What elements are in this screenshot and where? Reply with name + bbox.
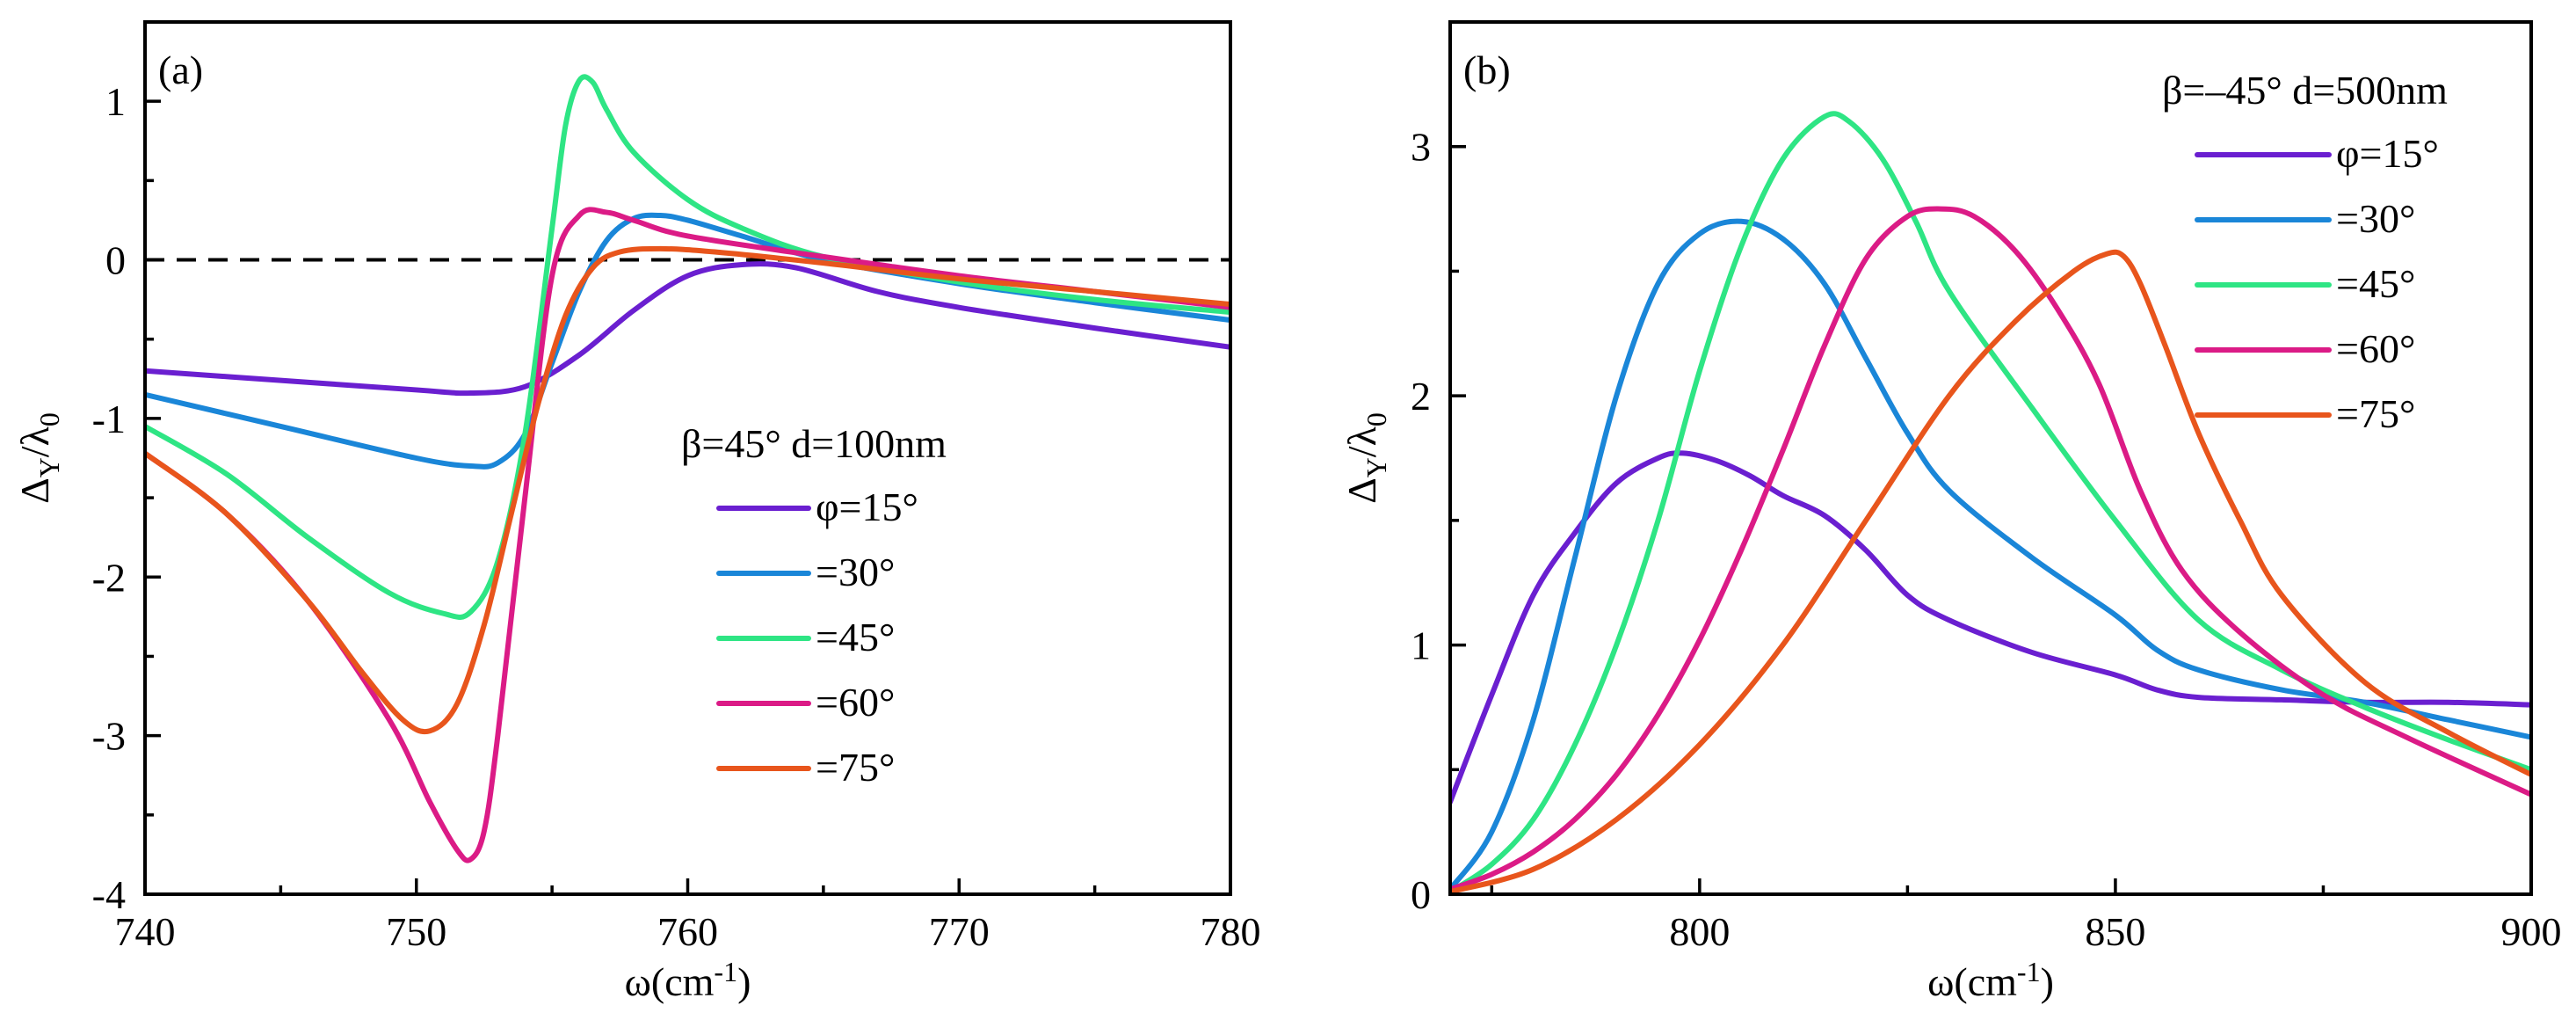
y-tick-label: -3 <box>92 714 126 759</box>
legend-title: β=–45° d=500nm <box>2162 68 2448 113</box>
y-axis-label-subscript-2: 0 <box>33 412 65 426</box>
panel-label: (a) <box>158 47 203 92</box>
y-axis-label-mid: /λ <box>1339 426 1384 457</box>
x-axis-label-superscript: -1 <box>714 956 737 987</box>
legend-entry: =30° <box>2336 196 2415 241</box>
panel-a: 740 750 760 770 780-4-3-2-101(a)ω(cm-1)ΔY/λ0… <box>12 20 1261 1004</box>
y-tick-label: 3 <box>1411 125 1431 170</box>
legend: β=–45° d=500nm φ=15° =30° =45° =60° =75° <box>2162 68 2448 436</box>
curves <box>145 74 1230 863</box>
y-tick-label: -4 <box>92 872 126 917</box>
y-tick-label: 1 <box>1411 623 1431 668</box>
x-tick-label: 750 <box>386 909 446 954</box>
series-line-1 <box>145 261 1230 397</box>
y-axis-label: ΔY/λ0 <box>1339 412 1392 504</box>
series-line-1 <box>1450 450 2531 805</box>
legend-entry: =60° <box>2336 326 2415 371</box>
x-axis-label-superscript: -1 <box>2017 956 2041 987</box>
legend-entry: =75° <box>2336 391 2415 436</box>
x-tick-label: 780 <box>1201 909 1261 954</box>
curves <box>1450 111 2531 894</box>
series-line-2 <box>1450 218 2531 892</box>
y-axis-label-base: Δ <box>12 477 57 504</box>
x-tick-label: 850 <box>2085 909 2145 954</box>
y-tick-label: 0 <box>105 238 126 283</box>
x-tick-label: 740 <box>115 909 176 954</box>
y-tick-label: -2 <box>92 555 126 600</box>
legend-entry: =60° <box>816 680 895 725</box>
series-line-5 <box>1450 249 2531 894</box>
legend: β=45° d=100nm φ=15° =30° =45° =60° =75° <box>681 421 947 790</box>
y-axis-label-subscript-2: 0 <box>1361 412 1392 426</box>
x-tick-label: 770 <box>929 909 990 954</box>
legend-entry: =75° <box>816 745 895 790</box>
x-axis-label: ω(cm-1) <box>1927 956 2054 1004</box>
legend-entry: =45° <box>2336 261 2415 306</box>
legend-entry: =45° <box>816 615 895 659</box>
panel-label: (b) <box>1463 47 1511 92</box>
series-line-3 <box>1450 111 2531 894</box>
x-axis-label-base: ω(cm <box>625 959 715 1004</box>
legend-title: β=45° d=100nm <box>681 421 947 466</box>
x-axis-label-base: ω(cm <box>1927 959 2017 1004</box>
series-line-4 <box>145 207 1230 863</box>
legend-entry: φ=15° <box>2336 131 2439 176</box>
y-axis-label-base: Δ <box>1339 477 1384 504</box>
y-tick-label: 0 <box>1411 872 1431 917</box>
x-tick-label: 900 <box>2501 909 2562 954</box>
axis-frame <box>1448 20 2533 896</box>
y-axis-label-subscript: Y <box>1361 457 1392 477</box>
y-tick-label: -1 <box>92 397 126 441</box>
y-axis-label-mid: /λ <box>12 426 57 457</box>
legend-entry: φ=15° <box>816 484 918 529</box>
x-tick-label: 760 <box>657 909 718 954</box>
legend-entry: =30° <box>816 550 895 594</box>
x-axis-label-close: ) <box>2041 959 2054 1004</box>
series-line-5 <box>145 245 1230 735</box>
y-axis-label-subscript: Y <box>33 457 65 477</box>
series-line-4 <box>1450 206 2531 892</box>
y-axis-label: ΔY/λ0 <box>12 412 65 504</box>
x-tick-label: 800 <box>1669 909 1730 954</box>
y-tick-label: 2 <box>1411 374 1431 419</box>
x-axis-label-close: ) <box>737 959 751 1004</box>
x-axis-label: ω(cm-1) <box>625 956 751 1004</box>
y-tick-label: 1 <box>105 79 126 124</box>
series-line-3 <box>145 74 1230 620</box>
